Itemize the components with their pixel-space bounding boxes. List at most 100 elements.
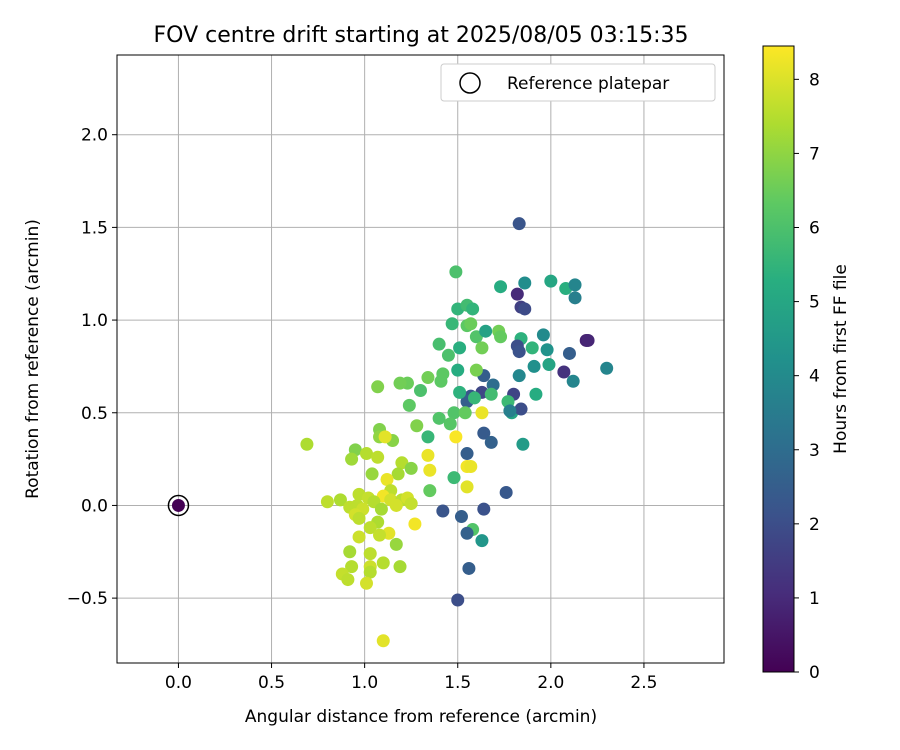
scatter-point — [445, 317, 459, 331]
colorbar-tick-label: 2 — [809, 515, 820, 535]
scatter-point — [449, 430, 463, 444]
scatter-point — [484, 435, 498, 449]
scatter-point — [376, 634, 390, 648]
scatter-point — [404, 497, 418, 511]
grid — [117, 55, 724, 663]
scatter-point — [581, 333, 595, 347]
colorbar-tick-label: 6 — [809, 219, 820, 239]
scatter-point — [466, 302, 480, 316]
scatter-point — [451, 593, 465, 607]
legend: Reference platepar — [440, 63, 716, 102]
scatter-point — [464, 317, 478, 331]
scatter-point — [484, 387, 498, 401]
scatter-point — [460, 480, 474, 494]
legend-label-reference: Reference platepar — [507, 74, 669, 94]
scatter-point — [402, 398, 416, 412]
scatter-point — [443, 417, 457, 431]
scatter-point — [410, 419, 424, 433]
scatter-point — [512, 369, 526, 383]
scatter-point — [525, 341, 539, 355]
y-axis-label: Rotation from reference (arcmin) — [23, 219, 43, 499]
y-tick-label: 1.5 — [81, 218, 108, 238]
plot-frame — [116, 54, 725, 664]
scatter-point — [421, 371, 435, 385]
y-tick-label: 0.0 — [81, 496, 108, 516]
scatter-point — [460, 526, 474, 540]
scatter-point — [352, 530, 366, 544]
scatter-point — [352, 511, 366, 525]
scatter-point — [542, 358, 556, 372]
scatter-point — [514, 402, 528, 416]
scatter-point — [453, 385, 467, 399]
scatter-point — [447, 406, 461, 420]
reference-point — [171, 498, 185, 512]
scatter-point — [568, 291, 582, 305]
scatter-point — [373, 528, 387, 542]
scatter-point — [518, 276, 532, 290]
scatter-point — [494, 330, 508, 344]
scatter-point — [345, 560, 359, 574]
scatter-point — [434, 374, 448, 388]
x-axis-label: Angular distance from reference (arcmin) — [245, 707, 597, 727]
scatter-point — [345, 452, 359, 466]
x-tick-label: 0.5 — [258, 673, 285, 693]
scatter-point — [300, 437, 314, 451]
colorbar-tick-label: 5 — [809, 293, 820, 313]
scatter-point — [432, 337, 446, 351]
scatter-point — [479, 324, 493, 338]
scatter-point — [447, 471, 461, 485]
scatter-point — [404, 461, 418, 475]
scatter-point — [503, 404, 517, 418]
scatter-point — [376, 556, 390, 570]
scatter-points — [300, 217, 614, 648]
scatter-point — [436, 504, 450, 518]
scatter-point — [408, 517, 422, 531]
scatter-point — [343, 545, 357, 559]
scatter-point — [423, 463, 437, 477]
x-tick-label: 0.0 — [165, 673, 192, 693]
scatter-point — [393, 376, 407, 390]
scatter-point — [333, 493, 347, 507]
scatter-point — [374, 502, 388, 516]
scatter-point — [512, 345, 526, 359]
scatter-point — [562, 346, 576, 360]
scatter-point — [529, 387, 543, 401]
y-tick-label: 2.0 — [81, 126, 108, 146]
scatter-point — [464, 460, 478, 474]
x-tick-label: 2.5 — [630, 673, 657, 693]
reference-ring — [167, 494, 190, 517]
scatter-point — [475, 406, 489, 420]
x-axis-ticks: 0.0 0.5 1.0 1.5 2.0 2.5 — [165, 663, 657, 693]
scatter-point — [360, 447, 374, 461]
scatter-point — [414, 384, 427, 398]
scatter-point — [475, 341, 489, 355]
scatter-point — [458, 406, 472, 420]
scatter-point — [363, 565, 377, 579]
scatter-point — [389, 537, 403, 551]
legend-marker-reference — [459, 72, 481, 94]
scatter-point — [341, 573, 355, 587]
x-tick-label: 2.0 — [537, 673, 564, 693]
scatter-point — [391, 467, 405, 481]
scatter-point — [475, 534, 489, 548]
scatter-point — [600, 361, 614, 375]
colorbar-label: Hours from first FF file — [831, 264, 851, 454]
scatter-point — [518, 302, 532, 316]
colorbar-tick-label: 3 — [809, 441, 820, 461]
y-tick-label: 0.5 — [81, 404, 108, 424]
colorbar-tick-label: 7 — [809, 144, 820, 164]
scatter-point — [421, 430, 435, 444]
scatter-point — [469, 363, 483, 377]
scatter-point — [477, 426, 491, 440]
x-tick-label: 1.0 — [351, 673, 378, 693]
colorbar-tick-label: 8 — [809, 70, 820, 90]
scatter-point — [536, 328, 550, 342]
scatter-point — [421, 448, 435, 462]
colorbar: 0 1 2 3 4 5 6 7 8 Hours from first FF file — [762, 45, 851, 683]
scatter-point — [451, 363, 465, 377]
scatter-point — [360, 576, 374, 590]
scatter-point — [462, 561, 476, 575]
scatter-point — [449, 265, 463, 279]
scatter-point — [320, 495, 334, 509]
